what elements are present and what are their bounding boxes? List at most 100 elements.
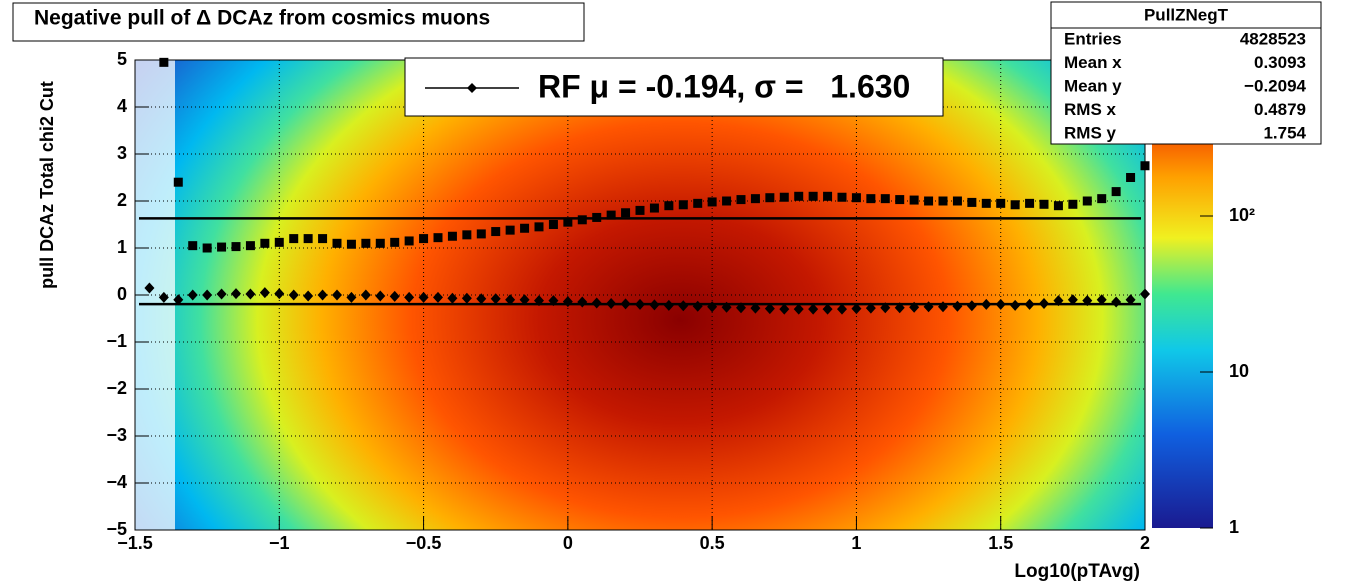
profile-point <box>1111 187 1121 197</box>
y-axis-title: pull DCAz Total chi2 Cut <box>37 81 57 289</box>
profile-point <box>548 220 558 229</box>
y-tick-label: 5 <box>117 49 127 69</box>
profile-point <box>1025 198 1035 208</box>
profile-point <box>274 237 284 247</box>
profile-point <box>1111 296 1122 308</box>
y-tick-label: 1 <box>117 237 127 257</box>
profile-point <box>418 291 429 303</box>
profile-point <box>216 288 227 300</box>
stats-label: Mean x <box>1064 53 1122 72</box>
profile-point <box>750 302 761 314</box>
profile-point <box>591 297 602 309</box>
profile-point <box>346 291 357 303</box>
profile-point <box>1039 297 1049 309</box>
profile-point <box>981 298 992 310</box>
profile-point <box>779 303 790 315</box>
profile-point <box>1053 201 1063 211</box>
y-tick-label: −4 <box>106 472 127 492</box>
profile-point <box>563 217 573 227</box>
profile-point <box>851 193 861 203</box>
profile-point <box>793 303 804 315</box>
profile-point <box>981 198 991 208</box>
profile-point <box>476 229 486 239</box>
profile-point <box>375 290 386 302</box>
profile-point <box>823 191 833 201</box>
profile-point <box>764 303 775 315</box>
profile-point <box>923 301 934 313</box>
x-tick-label: 0 <box>563 533 573 553</box>
profile-point <box>173 177 183 187</box>
profile-point <box>361 238 371 248</box>
profile-point <box>1010 200 1020 210</box>
profile-point <box>649 299 660 311</box>
profile-point <box>765 193 775 203</box>
profile-point <box>895 195 905 205</box>
profile-point <box>476 293 487 305</box>
profile-point <box>433 233 443 243</box>
z-tick-label: 10 <box>1229 361 1249 381</box>
profile-point <box>404 291 415 303</box>
profile-point <box>1067 294 1078 306</box>
x-tick-label: 0.5 <box>700 533 725 553</box>
y-tick-label: −5 <box>106 519 127 539</box>
profile-point <box>635 298 645 310</box>
profile-point <box>419 234 429 244</box>
profile-point <box>332 289 342 301</box>
profile-point <box>245 288 256 300</box>
profile-point <box>288 289 299 301</box>
profile-point <box>303 290 314 302</box>
y-tick-label: 0 <box>117 284 127 304</box>
profile-point <box>520 223 530 233</box>
stats-value: −0.2094 <box>1244 76 1306 95</box>
x-tick-label: 1.5 <box>988 533 1013 553</box>
profile-point <box>332 238 342 248</box>
profile-point <box>620 298 631 310</box>
x-tick-label: −0.5 <box>406 533 442 553</box>
profile-point <box>865 302 876 314</box>
stats-value: 4828523 <box>1240 29 1306 48</box>
profile-point <box>245 241 255 251</box>
profile-point <box>318 234 328 244</box>
profile-point <box>289 234 299 244</box>
z-tick-label: 10² <box>1229 205 1255 225</box>
profile-point <box>188 241 198 251</box>
profile-point <box>952 196 962 206</box>
chart-title: Negative pull of Δ DCAz from cosmics muo… <box>34 7 490 30</box>
profile-point <box>433 291 443 303</box>
profile-point <box>924 196 934 206</box>
profile-point <box>1096 294 1107 306</box>
profile-point <box>692 300 703 312</box>
x-tick-label: −1 <box>269 533 290 553</box>
profile-point <box>159 57 169 67</box>
profile-point <box>187 289 198 301</box>
profile-point <box>736 195 746 205</box>
profile-point <box>562 296 573 308</box>
stats-box <box>1050 1 1322 145</box>
profile-point <box>158 291 169 303</box>
profile-point <box>303 234 313 244</box>
profile-point <box>851 303 862 315</box>
title-box <box>12 2 585 42</box>
profile-point <box>952 300 963 312</box>
x-tick-label: 2 <box>1140 533 1150 553</box>
profile-point <box>389 290 400 302</box>
y-tick-label: 3 <box>117 143 127 163</box>
x-axis-title: Log10(pTAvg) <box>1014 561 1140 582</box>
profile-point <box>461 292 472 304</box>
profile-point <box>1068 199 1078 209</box>
profile-point <box>938 196 948 206</box>
stats-value: 1.754 <box>1263 123 1306 142</box>
profile-point <box>750 194 760 204</box>
profile-point <box>231 288 241 300</box>
legend-box <box>404 57 944 117</box>
profile-point <box>663 299 674 311</box>
profile-point <box>995 298 1006 310</box>
profile-point <box>592 212 602 222</box>
profile-point <box>260 238 270 248</box>
profile-point <box>678 300 689 312</box>
profile-point <box>693 198 703 208</box>
profile-point <box>678 200 688 210</box>
y-tick-label: 4 <box>117 96 127 116</box>
profile-point <box>736 302 746 314</box>
x-tick-label: 1 <box>851 533 861 553</box>
